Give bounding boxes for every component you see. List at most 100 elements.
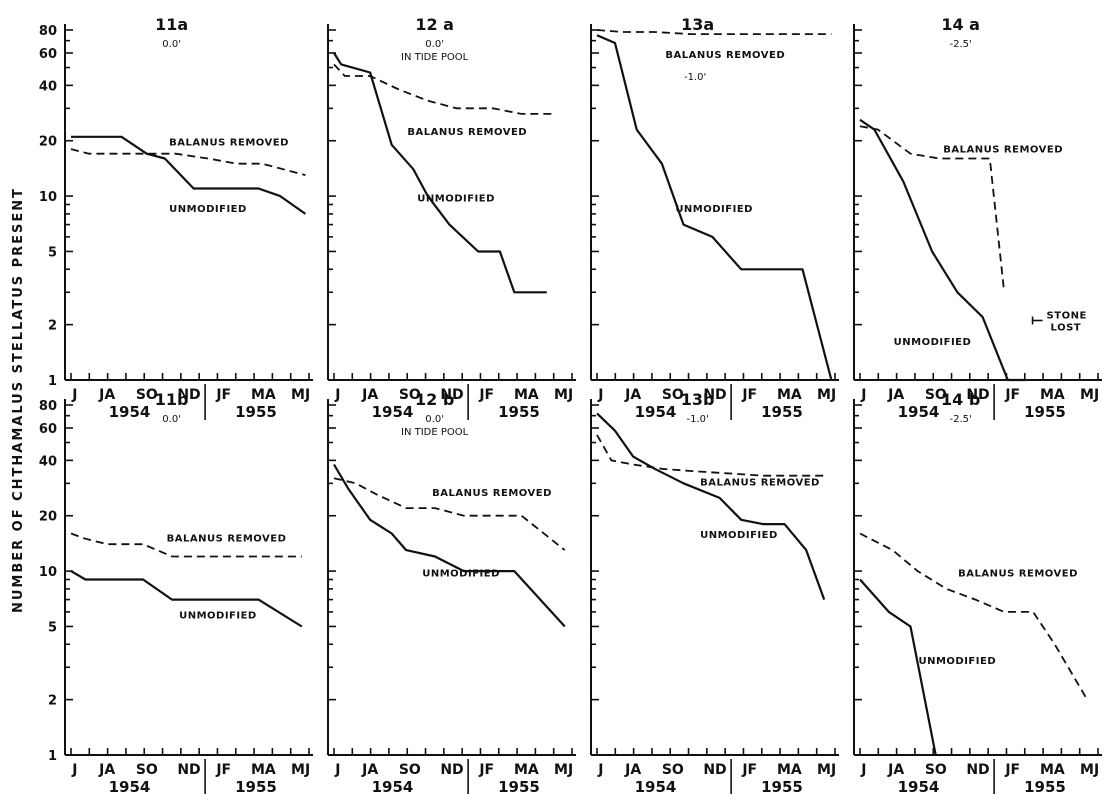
x-tick-label: JA	[361, 762, 378, 778]
x-tick-label: ND	[440, 762, 463, 778]
year-label-1955: 1955	[1024, 403, 1066, 421]
x-tick-label: J	[860, 387, 866, 403]
x-tick-label: J	[334, 762, 340, 778]
x-tick-label: SO	[136, 762, 158, 778]
year-label-1954: 1954	[372, 403, 414, 421]
year-label-1954: 1954	[635, 778, 677, 794]
x-tick-label: ND	[966, 762, 989, 778]
panel-subtitle-2: IN TIDE POOL	[401, 427, 469, 438]
year-label-1955: 1955	[498, 403, 540, 421]
x-tick-label: MA	[777, 387, 802, 403]
panel-title: 14 a	[941, 15, 980, 34]
series-line-unmodified	[596, 412, 826, 600]
x-tick-label: JF	[478, 762, 494, 778]
panel-title: 12 b	[415, 390, 454, 409]
x-tick-label: SO	[925, 387, 947, 403]
series-line-unmodified	[333, 463, 566, 628]
y-tick-label: 80	[39, 24, 57, 39]
x-tick-label: MA	[514, 387, 539, 403]
x-tick-label: MJ	[817, 387, 836, 403]
x-tick-label: J	[860, 762, 866, 778]
series-label: BALANUS REMOVED	[407, 127, 527, 138]
x-tick-label: J	[71, 762, 77, 778]
x-tick-label: MA	[251, 387, 276, 403]
x-tick-label: J	[597, 762, 603, 778]
series-line-balanus-removed	[333, 477, 566, 551]
y-tick-label: 2	[48, 694, 57, 709]
x-tick-label: JA	[887, 387, 904, 403]
x-tick-label: JA	[624, 762, 641, 778]
x-tick-label: JA	[98, 387, 115, 403]
series-label: BALANUS REMOVED	[432, 488, 552, 499]
series-line-unmodified	[859, 578, 937, 756]
x-tick-label: MJ	[291, 762, 310, 778]
panel-13a: J JA SO ND JF MA MJ 1954 1955 13a UNMODIFIED BALANU…	[590, 15, 839, 421]
y-tick-label: 1	[48, 374, 57, 389]
panel-title: 12 a	[415, 15, 454, 34]
panel-12a: J JA SO ND JF MA MJ 1954 1955 12 a 0.0' IN TIDE POO…	[327, 15, 576, 421]
x-tick-label: SO	[662, 387, 684, 403]
x-tick-label: JF	[741, 387, 757, 403]
panel-13b: J JA SO ND JF MA MJ 1954 1955 13b -1.0' UNMODIFIED B…	[590, 390, 839, 794]
panel-12b: J JA SO ND JF MA MJ 1954 1955 12 b 0.0' IN TIDE POO…	[327, 390, 576, 794]
series-label: UNMODIFIED	[675, 204, 753, 215]
x-tick-label: ND	[703, 387, 726, 403]
y-tick-label: 20	[39, 135, 57, 150]
y-tick-label: 40	[39, 454, 57, 469]
series-line-balanus-removed	[70, 532, 302, 558]
x-tick-label: SO	[399, 387, 421, 403]
x-tick-label: JA	[361, 387, 378, 403]
x-tick-label: MA	[777, 762, 802, 778]
series-label: UNMODIFIED	[894, 337, 972, 348]
y-tick-label: 10	[39, 190, 57, 205]
x-tick-label: J	[71, 387, 77, 403]
y-tick-label: 2	[48, 319, 57, 334]
y-tick-label: 20	[39, 510, 57, 525]
series-line-unmodified	[596, 34, 833, 381]
series-label: UNMODIFIED	[179, 611, 257, 622]
series-label: UNMODIFIED	[700, 530, 778, 541]
x-tick-label: JF	[1004, 762, 1020, 778]
x-tick-label: MJ	[291, 387, 310, 403]
panel-subtitle: -2.5'	[950, 414, 972, 425]
panel-title: 13a	[681, 15, 714, 34]
panel-14a: J JA SO ND JF MA MJ 1954 1955 14 a -2.5' UNMODIFIED…	[853, 15, 1102, 421]
series-line-unmodified	[859, 118, 1026, 382]
series-line-balanus-removed	[70, 148, 306, 176]
series-line-unmodified	[333, 52, 547, 294]
year-label-1954: 1954	[109, 778, 151, 794]
year-label-1955: 1955	[761, 778, 803, 794]
x-tick-label: MA	[1040, 762, 1065, 778]
x-tick-label: ND	[177, 387, 200, 403]
x-tick-label: ND	[440, 387, 463, 403]
year-label-1955: 1955	[235, 403, 277, 421]
series-label: BALANUS REMOVED	[943, 145, 1063, 156]
year-label-1955: 1955	[761, 403, 803, 421]
panel-subtitle: -2.5'	[950, 39, 972, 50]
x-tick-label: ND	[966, 387, 989, 403]
x-tick-label: MJ	[817, 762, 836, 778]
panel-subtitle: 0.0'	[425, 39, 444, 50]
panel-annotation: -1.0'	[684, 72, 706, 83]
x-tick-label: MA	[1040, 387, 1065, 403]
x-tick-label: JA	[887, 762, 904, 778]
x-tick-label: JF	[215, 387, 231, 403]
y-axis-label: NUMBER OF CHTHAMALUS STELLATUS PRESENT	[11, 187, 26, 613]
x-tick-label: ND	[177, 762, 200, 778]
panel-subtitle: 0.0'	[425, 414, 444, 425]
series-line-balanus-removed	[596, 29, 832, 35]
panel-subtitle: 0.0'	[162, 414, 181, 425]
x-tick-label: SO	[399, 762, 421, 778]
x-tick-label: JF	[1004, 387, 1020, 403]
y-tick-label: 40	[39, 79, 57, 94]
y-tick-label: 1	[48, 749, 57, 764]
series-label: UNMODIFIED	[918, 656, 996, 667]
x-tick-label: J	[597, 387, 603, 403]
year-label-1955: 1955	[498, 778, 540, 794]
year-label-1954: 1954	[898, 778, 940, 794]
year-label-1954: 1954	[898, 403, 940, 421]
y-tick-label: 5	[48, 245, 57, 260]
year-label-1955: 1955	[235, 778, 277, 794]
